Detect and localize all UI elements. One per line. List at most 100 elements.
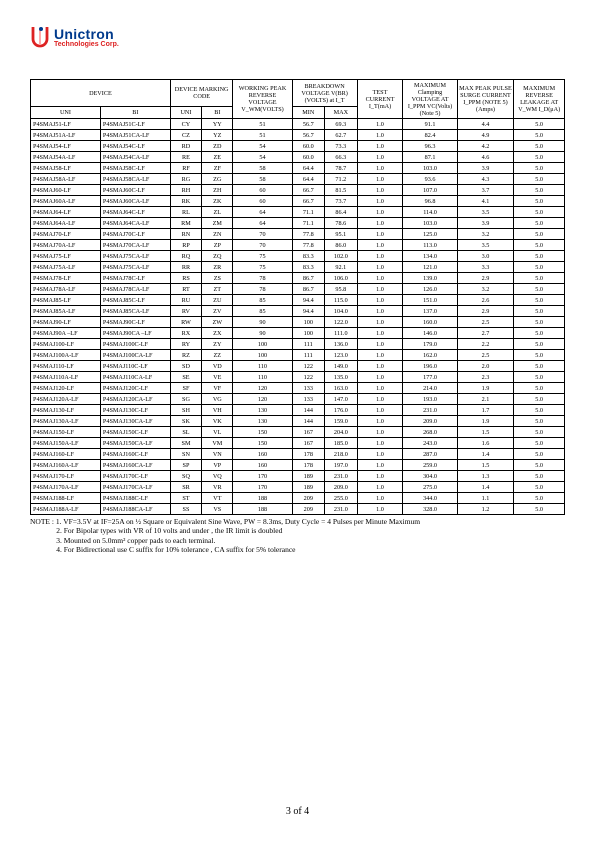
table-cell: P4SMAJ78CA-LF	[100, 284, 170, 295]
table-cell: SM	[170, 438, 201, 449]
table-cell: 231.0	[325, 504, 358, 515]
table-cell: 1.0	[357, 262, 403, 273]
table-cell: ZK	[202, 196, 233, 207]
table-cell: P4SMAJ64A-LF	[31, 218, 101, 229]
table-cell: ZS	[202, 273, 233, 284]
table-cell: 1.0	[357, 361, 403, 372]
table-cell: 91.1	[403, 119, 457, 130]
table-cell: SG	[170, 394, 201, 405]
table-cell: 134.0	[403, 251, 457, 262]
table-cell: 75	[233, 251, 292, 262]
table-cell: 122	[292, 372, 325, 383]
table-cell: ZQ	[202, 251, 233, 262]
table-cell: P4SMAJ170-LF	[31, 471, 101, 482]
table-cell: P4SMAJ75-LF	[31, 251, 101, 262]
table-cell: 86.0	[325, 240, 358, 251]
table-row: P4SMAJ51A-LFP4SMAJ51CA-LFCZYZ5156.762.71…	[31, 130, 565, 141]
table-cell: P4SMAJ90CA –LF	[100, 328, 170, 339]
table-cell: 133	[292, 394, 325, 405]
table-cell: P4SMAJ75A-LF	[31, 262, 101, 273]
table-cell: 111	[292, 339, 325, 350]
table-cell: 107.0	[403, 185, 457, 196]
table-cell: 94.4	[292, 295, 325, 306]
table-cell: 1.0	[357, 493, 403, 504]
note-4: 4. For Bidirectional use C suffix for 10…	[56, 545, 295, 554]
table-cell: 75	[233, 262, 292, 273]
table-cell: 5.0	[514, 416, 565, 427]
table-cell: VH	[202, 405, 233, 416]
table-cell: 5.0	[514, 460, 565, 471]
table-cell: 4.6	[457, 152, 514, 163]
table-cell: 122	[292, 361, 325, 372]
table-cell: 137.0	[403, 306, 457, 317]
table-cell: 51	[233, 130, 292, 141]
table-cell: 209.0	[325, 482, 358, 493]
table-cell: SF	[170, 383, 201, 394]
table-cell: P4SMAJ120A-LF	[31, 394, 101, 405]
table-cell: 3.2	[457, 284, 514, 295]
table-cell: RP	[170, 240, 201, 251]
table-cell: P4SMAJ78C-LF	[100, 273, 170, 284]
table-row: P4SMAJ90A –LFP4SMAJ90CA –LFRXZX90100111.…	[31, 328, 565, 339]
table-cell: 1.0	[357, 416, 403, 427]
table-cell: P4SMAJ58A-LF	[31, 174, 101, 185]
table-row: P4SMAJ120A-LFP4SMAJ120CA-LFSGVG120133147…	[31, 394, 565, 405]
table-cell: SH	[170, 405, 201, 416]
table-cell: 1.0	[357, 350, 403, 361]
table-cell: 103.0	[403, 218, 457, 229]
table-cell: VE	[202, 372, 233, 383]
table-cell: 82.4	[403, 130, 457, 141]
table-row: P4SMAJ70-LFP4SMAJ70C-LFRNZN7077.895.11.0…	[31, 229, 565, 240]
table-cell: 94.4	[292, 306, 325, 317]
table-cell: 1.0	[357, 130, 403, 141]
table-cell: 1.0	[357, 504, 403, 515]
table-cell: 1.0	[357, 141, 403, 152]
table-cell: 66.7	[292, 196, 325, 207]
table-cell: VS	[202, 504, 233, 515]
table-cell: 54	[233, 152, 292, 163]
table-cell: 64.4	[292, 163, 325, 174]
table-row: P4SMAJ60A-LFP4SMAJ60CA-LFRKZK6066.773.71…	[31, 196, 565, 207]
table-cell: P4SMAJ120C-LF	[100, 383, 170, 394]
table-cell: 66.3	[325, 152, 358, 163]
table-cell: P4SMAJ130C-LF	[100, 405, 170, 416]
table-cell: 1.1	[457, 493, 514, 504]
table-cell: 122.0	[325, 317, 358, 328]
table-cell: 64	[233, 218, 292, 229]
table-cell: VP	[202, 460, 233, 471]
table-cell: 3.7	[457, 185, 514, 196]
table-cell: P4SMAJ70CA-LF	[100, 240, 170, 251]
table-cell: 102.0	[325, 251, 358, 262]
table-cell: 83.3	[292, 262, 325, 273]
table-cell: 5.0	[514, 218, 565, 229]
table-cell: 5.0	[514, 438, 565, 449]
table-cell: 3.3	[457, 262, 514, 273]
table-row: P4SMAJ64A-LFP4SMAJ64CA-LFRMZM6471.178.61…	[31, 218, 565, 229]
table-cell: RY	[170, 339, 201, 350]
table-cell: 167	[292, 427, 325, 438]
table-cell: P4SMAJ78A-LF	[31, 284, 101, 295]
table-cell: 5.0	[514, 273, 565, 284]
table-cell: VG	[202, 394, 233, 405]
table-cell: 185.0	[325, 438, 358, 449]
table-cell: 5.0	[514, 284, 565, 295]
th-peak: MAX PEAK PULSE SURGE CURRENT I_PPM (NOTE…	[457, 80, 514, 119]
table-cell: 60	[233, 196, 292, 207]
table-cell: 170	[233, 482, 292, 493]
table-cell: 1.0	[357, 383, 403, 394]
table-cell: 130	[233, 405, 292, 416]
table-cell: 2.9	[457, 306, 514, 317]
table-cell: RQ	[170, 251, 201, 262]
table-cell: ZP	[202, 240, 233, 251]
table-cell: 1.0	[357, 438, 403, 449]
table-row: P4SMAJ54-LFP4SMAJ54C-LFRDZD5460.073.31.0…	[31, 141, 565, 152]
table-row: P4SMAJ130A-LFP4SMAJ130CA-LFSKVK130144159…	[31, 416, 565, 427]
table-cell: 73.7	[325, 196, 358, 207]
table-cell: 1.0	[357, 185, 403, 196]
table-cell: 71.1	[292, 218, 325, 229]
table-cell: 5.0	[514, 163, 565, 174]
table-cell: 188	[233, 504, 292, 515]
table-cell: 1.4	[457, 482, 514, 493]
table-cell: 2.3	[457, 372, 514, 383]
th-test: TEST CURRENT I_T(mA)	[357, 80, 403, 119]
